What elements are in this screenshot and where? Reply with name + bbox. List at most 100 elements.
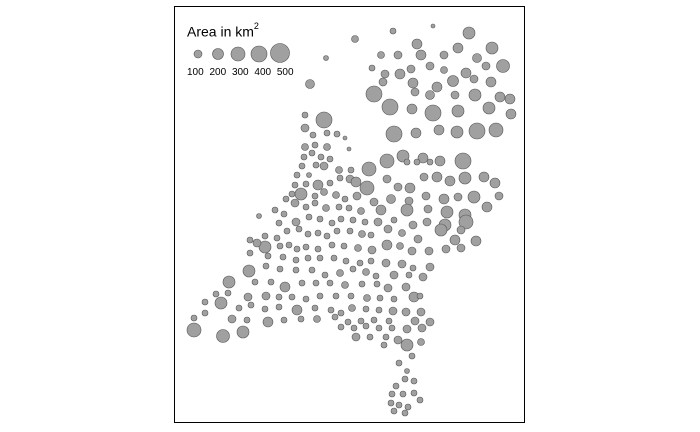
municipality-symbol bbox=[378, 77, 388, 87]
municipality-symbol bbox=[413, 158, 421, 166]
municipality-symbol bbox=[341, 195, 349, 203]
municipality-symbol bbox=[423, 204, 433, 214]
municipality-symbol bbox=[478, 171, 490, 183]
municipality-symbol bbox=[358, 280, 366, 288]
municipality-symbol bbox=[368, 64, 376, 72]
municipality-symbol bbox=[335, 166, 343, 174]
municipality-symbol bbox=[411, 38, 423, 50]
municipality-symbol bbox=[335, 203, 343, 211]
municipality-symbol bbox=[342, 257, 350, 265]
legend-circle-5 bbox=[270, 43, 290, 63]
municipality-symbol bbox=[298, 162, 306, 170]
municipality-symbol bbox=[356, 259, 364, 267]
municipality-symbol bbox=[256, 213, 262, 219]
map-frame: Area in km2 100 200 300 400 500 bbox=[174, 6, 525, 423]
municipality-symbol bbox=[450, 90, 460, 100]
municipality-symbol bbox=[417, 152, 429, 164]
municipality-symbol bbox=[322, 204, 330, 212]
legend-label-300: 300 bbox=[231, 67, 249, 78]
municipality-symbol bbox=[425, 317, 435, 327]
municipality-symbol bbox=[418, 272, 428, 282]
municipality-symbol bbox=[406, 103, 418, 115]
municipality-symbol bbox=[311, 141, 319, 149]
municipality-symbol bbox=[386, 194, 396, 204]
municipality-symbol bbox=[316, 254, 324, 262]
municipality-symbol bbox=[488, 122, 504, 138]
municipality-symbol bbox=[454, 152, 472, 170]
municipality-symbol bbox=[373, 280, 381, 288]
municipality-symbol bbox=[452, 42, 464, 54]
municipality-symbol bbox=[275, 293, 283, 301]
municipality-symbol bbox=[264, 252, 272, 260]
municipality-symbol bbox=[390, 407, 398, 415]
municipality-symbol bbox=[275, 303, 283, 311]
municipality-symbol bbox=[363, 294, 371, 302]
municipality-symbol bbox=[407, 77, 419, 89]
municipality-symbol bbox=[293, 171, 301, 179]
municipality-symbol bbox=[304, 230, 312, 238]
municipality-symbol bbox=[273, 234, 281, 242]
municipality-symbol bbox=[190, 314, 198, 322]
municipality-symbol bbox=[267, 278, 275, 286]
municipality-symbol bbox=[212, 290, 220, 298]
municipality-symbol bbox=[402, 324, 412, 334]
municipality-symbol bbox=[300, 123, 310, 133]
municipality-symbol bbox=[227, 314, 237, 324]
municipality-symbol bbox=[406, 64, 416, 74]
municipality-symbol bbox=[383, 224, 393, 234]
municipality-symbol bbox=[373, 217, 383, 227]
municipality-symbol bbox=[405, 271, 413, 279]
municipality-symbol bbox=[393, 335, 403, 345]
municipality-symbol bbox=[323, 232, 331, 240]
municipality-symbol bbox=[216, 329, 230, 343]
municipality-symbol bbox=[504, 93, 516, 105]
municipality-symbol bbox=[251, 278, 259, 286]
municipality-symbol bbox=[424, 104, 442, 122]
municipality-symbol bbox=[389, 270, 399, 280]
municipality-symbol bbox=[417, 338, 425, 346]
municipality-symbol bbox=[262, 262, 270, 270]
municipality-symbol bbox=[345, 204, 353, 212]
municipality-symbol bbox=[385, 125, 403, 143]
municipality-symbol bbox=[293, 245, 301, 253]
municipality-symbol bbox=[395, 359, 403, 367]
municipality-symbol bbox=[222, 275, 236, 289]
municipality-symbol bbox=[410, 377, 418, 385]
municipality-symbol bbox=[323, 55, 329, 61]
municipality-symbol bbox=[408, 220, 418, 230]
municipality-symbol bbox=[362, 305, 370, 313]
municipality-symbol bbox=[350, 324, 358, 332]
municipality-symbol bbox=[489, 177, 501, 189]
legend-title-text: Area in km bbox=[187, 23, 254, 40]
municipality-symbol bbox=[290, 198, 300, 208]
municipality-symbol bbox=[261, 305, 269, 313]
municipality-symbol bbox=[351, 332, 361, 342]
municipality-symbol bbox=[337, 323, 345, 331]
municipality-symbol bbox=[328, 241, 336, 249]
municipality-symbol bbox=[294, 187, 308, 201]
municipality-symbol bbox=[438, 193, 450, 205]
municipality-symbol bbox=[224, 289, 232, 297]
municipality-symbol bbox=[288, 293, 296, 301]
municipality-symbol bbox=[312, 161, 320, 169]
municipality-symbol bbox=[404, 368, 410, 374]
municipality-symbol bbox=[354, 244, 362, 252]
municipality-symbol bbox=[315, 111, 333, 129]
municipality-symbol bbox=[361, 218, 369, 226]
municipality-symbol bbox=[349, 216, 357, 224]
municipality-symbol bbox=[344, 318, 352, 326]
municipality-symbol bbox=[242, 264, 256, 278]
municipality-symbol bbox=[309, 131, 317, 139]
municipality-symbol bbox=[361, 161, 377, 177]
municipality-symbol bbox=[319, 161, 329, 171]
municipality-symbol bbox=[336, 174, 344, 182]
municipality-symbol bbox=[505, 108, 517, 120]
municipality-symbol bbox=[301, 143, 309, 151]
municipality-symbol bbox=[441, 244, 451, 254]
municipality-symbol bbox=[425, 90, 435, 100]
municipality-symbol bbox=[311, 304, 319, 312]
municipality-symbol bbox=[370, 316, 378, 324]
municipality-symbol bbox=[485, 41, 499, 55]
municipality-symbol bbox=[469, 74, 479, 84]
municipality-symbol bbox=[482, 101, 496, 115]
